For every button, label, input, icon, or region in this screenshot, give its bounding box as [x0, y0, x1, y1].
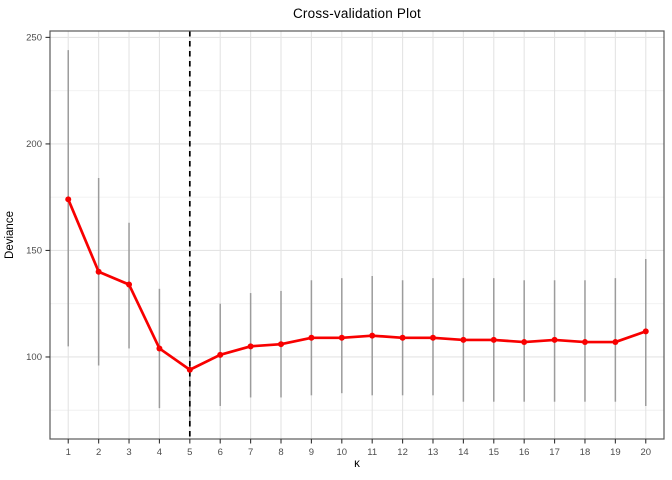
- cv-point: [126, 281, 133, 288]
- cv-point: [642, 328, 649, 335]
- x-tick-label: 7: [248, 447, 253, 458]
- cv-point: [308, 334, 315, 341]
- x-tick-label: 14: [458, 447, 469, 458]
- cv-point: [521, 339, 528, 346]
- x-tick-label: 15: [488, 447, 499, 458]
- x-tick-label: 1: [66, 447, 71, 458]
- cv-point: [460, 336, 467, 343]
- cv-point: [278, 341, 285, 348]
- cv-point: [429, 334, 436, 341]
- cv-line: [66, 197, 648, 372]
- x-tick-label: 20: [640, 447, 651, 458]
- x-tick-label: 18: [580, 447, 591, 458]
- x-tick-label: 2: [96, 447, 101, 458]
- x-tick-label: 6: [218, 447, 223, 458]
- x-tick-label: 3: [126, 447, 131, 458]
- panel-background: [50, 31, 664, 439]
- x-tick-label: 5: [187, 447, 192, 458]
- y-tick-label: 250: [26, 33, 42, 44]
- x-tick-label: 16: [519, 447, 530, 458]
- cv-point: [551, 336, 558, 343]
- x-tick-label: 11: [367, 447, 377, 458]
- cv-point: [156, 345, 163, 352]
- cv-point: [65, 196, 72, 203]
- x-axis-title: κ: [354, 458, 360, 470]
- cv-point: [338, 334, 345, 341]
- cv-point: [581, 339, 588, 346]
- y-tick-label: 100: [26, 352, 42, 363]
- cv-point: [247, 343, 254, 350]
- x-tick-label: 17: [549, 447, 560, 458]
- cv-point: [186, 366, 193, 373]
- cv-point: [490, 336, 497, 343]
- cv-point: [369, 332, 376, 339]
- cv-point: [95, 268, 102, 275]
- x-tick-label: 9: [309, 447, 314, 458]
- x-tick-label: 13: [428, 447, 439, 458]
- x-tick-label: 10: [337, 447, 348, 458]
- x-tick-label: 4: [157, 447, 162, 458]
- x-tick-label: 12: [397, 447, 408, 458]
- cv-point: [612, 339, 619, 346]
- x-tick-label: 8: [278, 447, 283, 458]
- chart-title: Cross-validation Plot: [292, 6, 421, 21]
- y-tick-label: 150: [26, 246, 42, 257]
- panel-border: [49, 30, 665, 440]
- x-tick-label: 19: [610, 447, 621, 458]
- y-tick-label: 200: [26, 139, 42, 150]
- cv-point: [217, 351, 224, 358]
- cv-point: [399, 334, 406, 341]
